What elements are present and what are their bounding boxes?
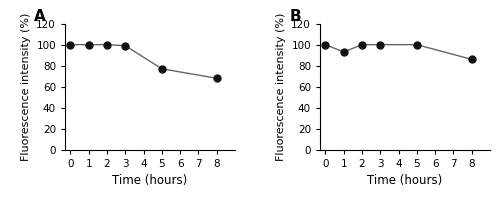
Text: A: A [34,8,46,23]
Y-axis label: Fluorescence intensity (%): Fluorescence intensity (%) [20,12,30,161]
X-axis label: Time (hours): Time (hours) [112,174,188,187]
Text: B: B [290,8,301,23]
X-axis label: Time (hours): Time (hours) [368,174,442,187]
Y-axis label: Fluorescence intensity (%): Fluorescence intensity (%) [276,12,285,161]
